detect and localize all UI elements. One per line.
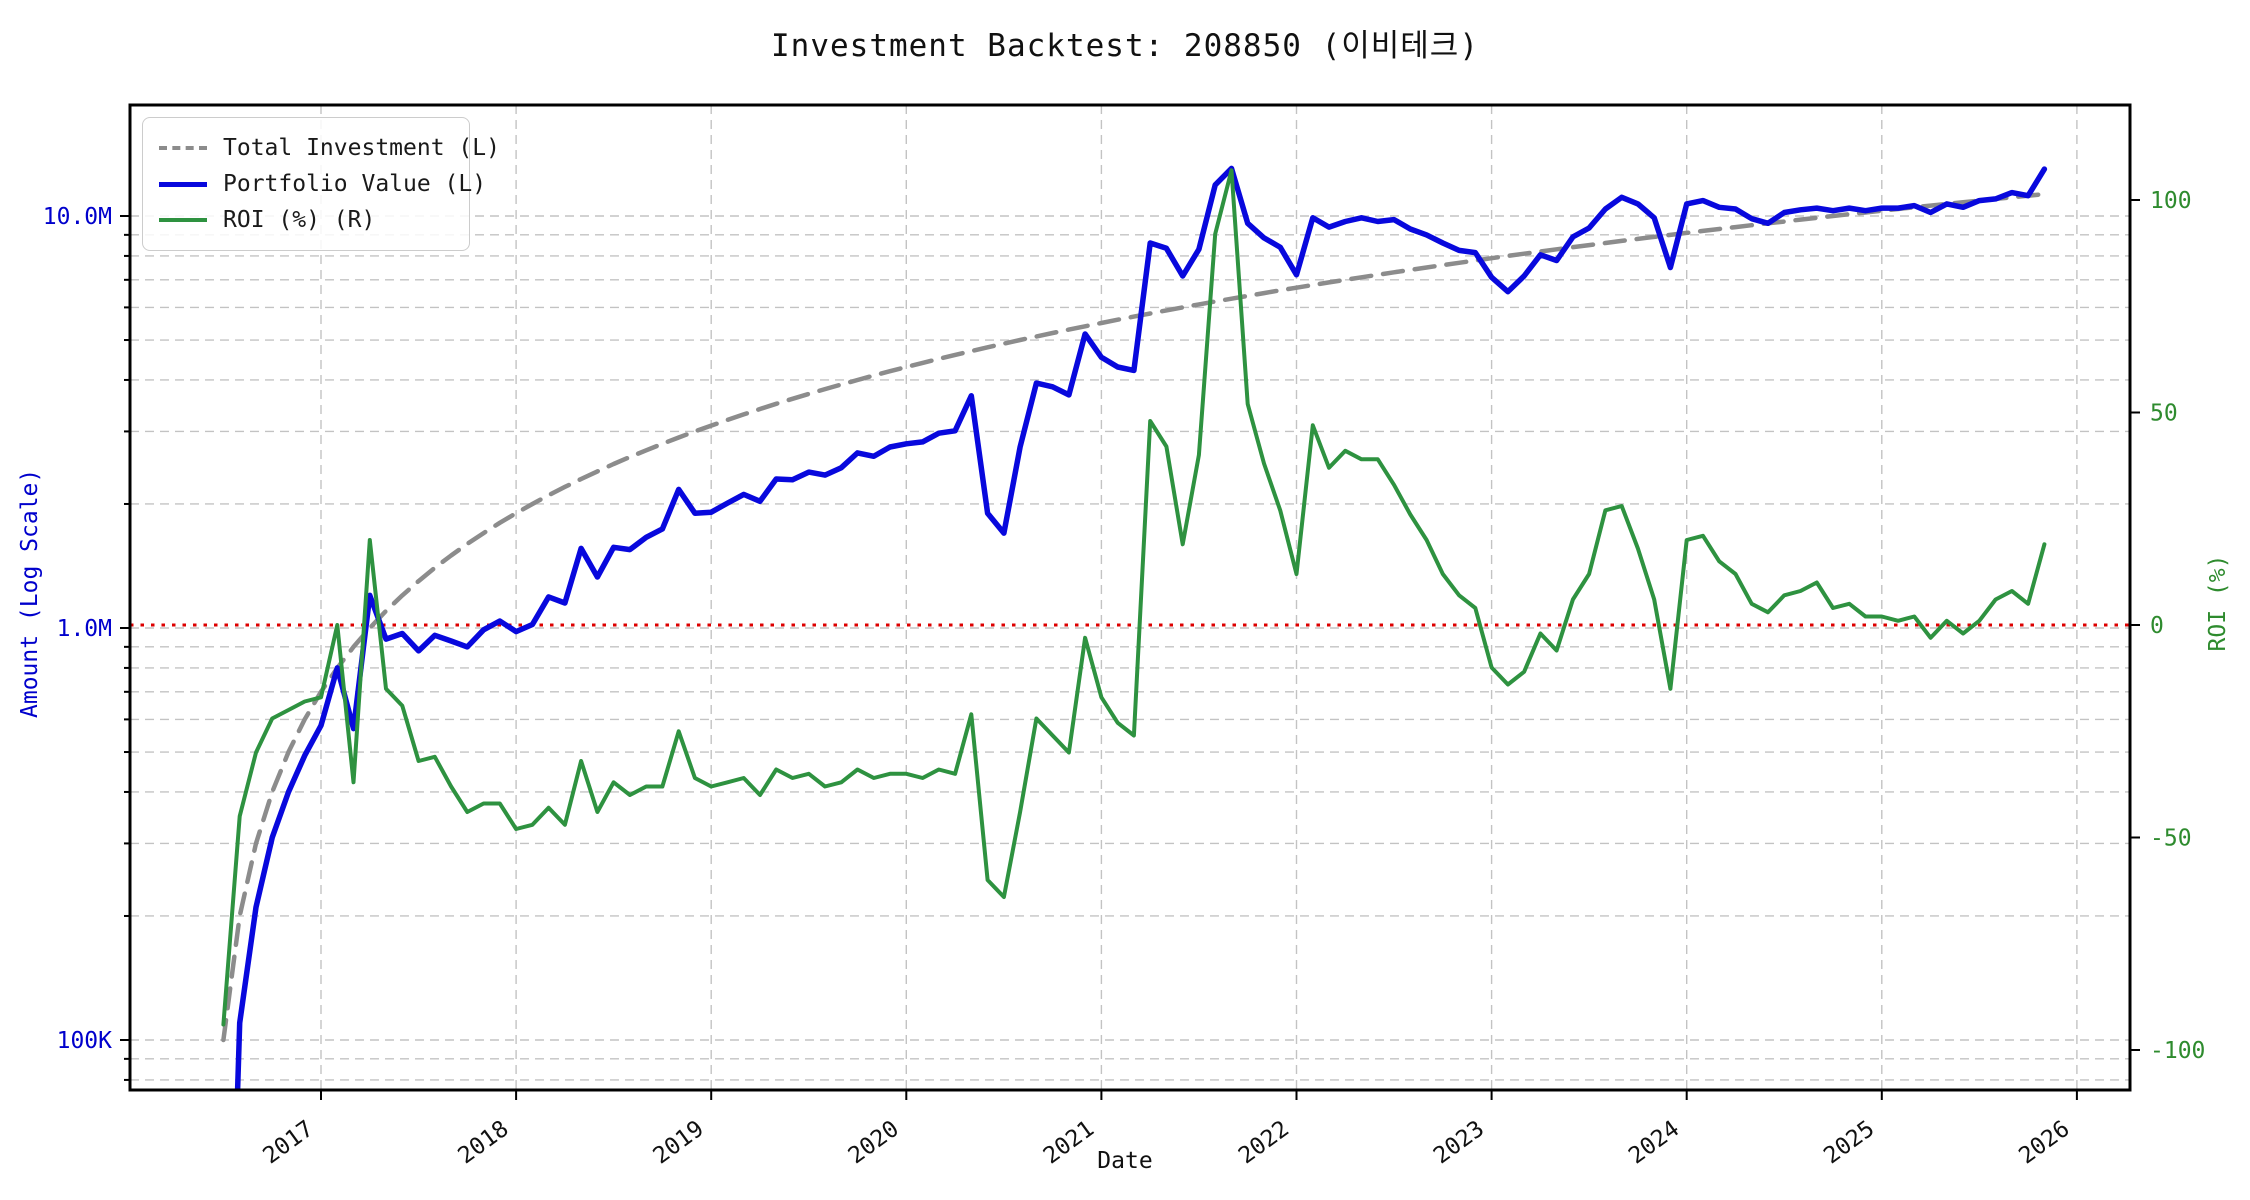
dashed-line-sample-icon	[159, 146, 207, 150]
portfolio-value-l-line	[234, 165, 2048, 1090]
x-axis-title: Date	[1097, 1148, 1153, 1174]
roi-r-line	[221, 168, 2047, 1027]
legend: Total Investment (L) Portfolio Value (L)…	[142, 117, 500, 251]
right-tick-label: 100	[2150, 188, 2192, 214]
right-tick-label: 0	[2150, 613, 2164, 639]
gridlines	[130, 105, 2130, 1090]
legend-item-label: Total Investment (L)	[223, 135, 500, 161]
plot-frame	[128, 103, 2132, 1092]
left-tick-label: 1.0M	[57, 616, 112, 642]
right-tick-label: -50	[2150, 826, 2192, 852]
left-tick-label: 100K	[57, 1028, 113, 1054]
left-axis-title: Amount (Log Scale)	[17, 468, 43, 718]
data-lines	[130, 165, 2130, 1090]
right-axis-title: ROI (%)	[2205, 554, 2231, 652]
legend-item-label: ROI (%) (R)	[223, 207, 376, 233]
solid-line-sample-icon	[159, 181, 207, 187]
legend-item-roi: ROI (%) (R)	[159, 202, 453, 238]
left-tick-label: 10.0M	[43, 204, 112, 230]
total-investment-l-line	[221, 191, 2047, 1043]
chart-title: Investment Backtest: 208850 (이비테크)	[771, 28, 1479, 64]
right-tick-label: -100	[2150, 1038, 2205, 1064]
legend-item-label: Portfolio Value (L)	[223, 171, 487, 197]
legend-item-total-investment: Total Investment (L)	[159, 130, 500, 166]
right-tick-label: 50	[2150, 401, 2178, 427]
legend-item-portfolio-value: Portfolio Value (L)	[159, 166, 486, 202]
solid-line-sample-icon	[159, 218, 207, 222]
